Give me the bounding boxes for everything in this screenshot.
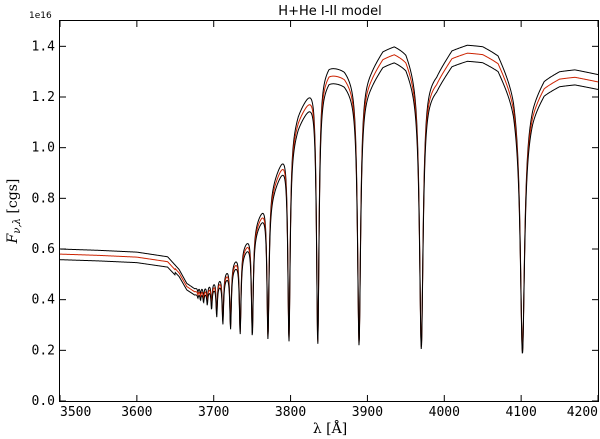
series-layer — [59, 44, 599, 354]
y-tick-label: 0.0 — [32, 394, 55, 409]
plot-frame — [59, 20, 599, 402]
y-ticks: 0.0 0.2 0.4 0.6 0.8 1.0 1.2 1.4 — [32, 39, 598, 409]
x-tick-label: 4200 — [567, 405, 598, 420]
x-ticks: 3500 3600 3700 3800 3900 4000 4100 4200 — [59, 21, 599, 420]
series-line-3 — [59, 60, 599, 354]
chart-title: H+He I-II model — [278, 4, 381, 19]
x-tick-label: 4100 — [505, 405, 536, 420]
y-tick-label: 1.2 — [32, 90, 55, 105]
x-axis-label: λ [Å] — [313, 419, 347, 437]
y-tick-label: 0.8 — [32, 191, 55, 206]
y-offset-text: 1e16 — [29, 11, 52, 21]
y-axis-label-main: F — [5, 232, 21, 244]
y-axis-label-sub: ν,λ — [12, 218, 23, 234]
y-axis-label: Fν,λ [cgs] — [5, 179, 23, 245]
x-tick-label: 4000 — [429, 405, 460, 420]
series-line-1 — [59, 44, 599, 350]
y-tick-label: 1.4 — [32, 39, 56, 54]
x-tick-label: 3700 — [198, 405, 229, 420]
x-tick-label: 3900 — [352, 405, 383, 420]
y-tick-label: 0.6 — [32, 242, 55, 257]
y-tick-label: 1.0 — [32, 141, 55, 156]
x-tick-label: 3500 — [60, 405, 91, 420]
y-axis-label-unit: [cgs] — [5, 179, 21, 218]
series-line-2 — [59, 52, 599, 352]
x-tick-label: 3600 — [121, 405, 152, 420]
y-tick-label: 0.2 — [32, 343, 55, 358]
x-tick-label: 3800 — [275, 405, 306, 420]
y-tick-label: 0.4 — [32, 293, 56, 308]
